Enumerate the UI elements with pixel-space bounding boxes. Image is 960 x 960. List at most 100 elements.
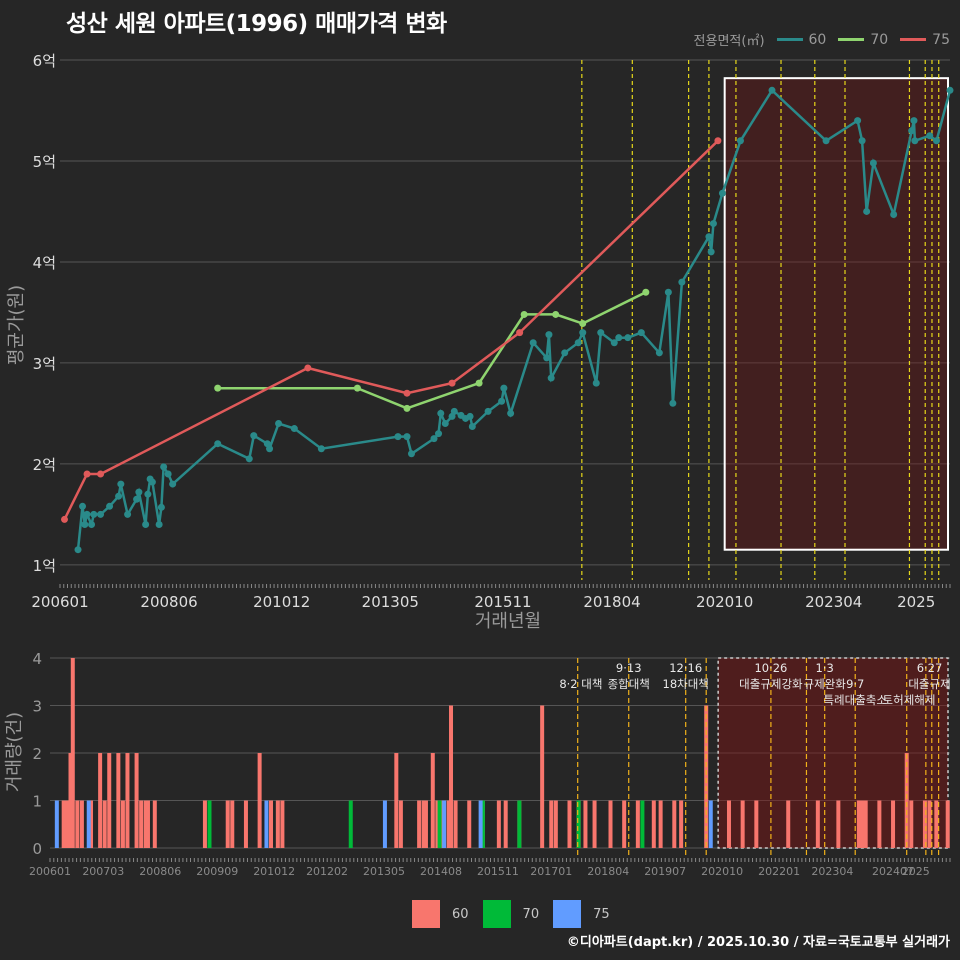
data-point-60 (214, 440, 222, 448)
data-point-60 (664, 288, 672, 296)
bar-75 (382, 800, 387, 848)
bar-60 (496, 800, 501, 848)
data-point-75 (304, 364, 312, 372)
data-point-60 (597, 329, 605, 337)
data-point-60 (655, 349, 663, 357)
data-point-60 (574, 339, 582, 347)
policy-label: 규제완화 (804, 677, 847, 691)
data-point-60 (407, 450, 415, 458)
bar-60 (202, 800, 207, 848)
bar-60 (863, 800, 868, 848)
data-point-60 (637, 329, 645, 337)
bar-60 (658, 800, 663, 848)
data-point-70 (353, 384, 361, 392)
bar-60 (549, 800, 554, 848)
data-point-60 (926, 132, 934, 140)
data-point-60 (142, 520, 150, 528)
data-point-60 (911, 137, 919, 145)
data-point-60 (106, 502, 114, 510)
data-point-60 (863, 207, 871, 215)
data-point-60 (115, 492, 123, 500)
x-tick-label: 200806 (140, 593, 197, 611)
bar-60 (423, 800, 428, 848)
data-point-60 (890, 210, 898, 218)
y-axis-title: 평균가(원) (6, 285, 27, 365)
policy-label: 12·16 (669, 661, 702, 675)
bar-60 (120, 800, 125, 848)
data-point-60 (133, 495, 141, 503)
bar-legend-label-75: 75 (593, 906, 610, 922)
data-point-60 (144, 490, 152, 498)
bar-60 (583, 800, 588, 848)
data-point-60 (908, 127, 916, 135)
policy-label: 종합대책 (608, 677, 650, 691)
bar-60 (651, 800, 656, 848)
data-point-60 (705, 233, 713, 241)
data-point-60 (90, 510, 98, 518)
bar-75 (86, 800, 91, 848)
bar-x-tick-label: 201305 (363, 865, 405, 878)
bar-y-tick-label: 2 (32, 745, 42, 763)
bar-60 (553, 800, 558, 848)
bar-60 (726, 800, 731, 848)
bar-60 (63, 800, 68, 848)
bar-60 (66, 800, 71, 848)
y-tick-label: 1억 (33, 557, 56, 575)
bar-x-tick-label: 200703 (82, 865, 124, 878)
credit-text: ©디아파트(dapt.kr) / 2025.10.30 / 자료=국토교통부 실… (566, 935, 950, 950)
bar-60 (927, 800, 932, 848)
bar-x-tick-label: 200806 (139, 865, 181, 878)
bar-60 (859, 800, 864, 848)
data-point-60 (500, 384, 508, 392)
bar-70 (480, 800, 485, 848)
bar-60 (567, 800, 572, 848)
data-point-60 (266, 445, 274, 453)
x-tick-label: 202304 (805, 593, 862, 611)
legend-label-60: 60 (808, 31, 827, 48)
x-tick-label: 201804 (583, 593, 640, 611)
bar-60 (398, 800, 403, 848)
bar-60 (139, 800, 144, 848)
bar-legend-item-70: 70 (482, 900, 539, 928)
bar-70 (517, 800, 522, 848)
y-tick-label: 2억 (33, 456, 56, 474)
bar-60 (143, 800, 148, 848)
bar-75 (708, 800, 713, 848)
line-panel-bg (60, 50, 950, 582)
data-point-60 (669, 399, 677, 407)
bar-x-tick-label: 202010 (701, 865, 743, 878)
x-axis-title: 거래년월 (475, 611, 541, 632)
data-point-60 (468, 423, 476, 431)
bar-legend-swatch-70 (482, 900, 511, 928)
data-point-60 (768, 86, 776, 94)
y-tick-label: 4억 (33, 254, 56, 272)
legend-label-70: 70 (870, 31, 889, 48)
data-point-70 (520, 310, 528, 318)
bar-60 (421, 800, 426, 848)
legend-title: 전용면적(㎡) (693, 34, 765, 49)
data-point-70 (552, 310, 560, 318)
data-point-60 (615, 334, 623, 342)
data-point-60 (74, 546, 82, 554)
data-point-60 (97, 510, 105, 518)
area-legend: 전용면적(㎡) 60 70 75 (693, 30, 950, 50)
policy-label: 10·26 (754, 661, 787, 675)
data-point-60 (450, 407, 458, 415)
policy-label: 대출규제 (908, 677, 950, 691)
x-tick-label: 200601 (31, 593, 88, 611)
bar-60 (891, 800, 896, 848)
data-point-60 (484, 407, 492, 415)
bar-60 (107, 753, 112, 848)
data-point-60 (245, 455, 253, 463)
policy-label: 9·13 (616, 661, 642, 675)
bar-70 (437, 800, 442, 848)
bar-x-tick-label: 2025 (902, 865, 930, 878)
bar-x-tick-label: 202304 (811, 865, 853, 878)
bar-y-tick-label: 3 (32, 698, 42, 716)
bar-x-tick-label: 201012 (253, 865, 295, 878)
bar-60 (540, 705, 545, 848)
policy-label: 대출규제강화 (739, 677, 803, 691)
bar-60 (230, 800, 235, 848)
data-point-60 (275, 419, 283, 427)
